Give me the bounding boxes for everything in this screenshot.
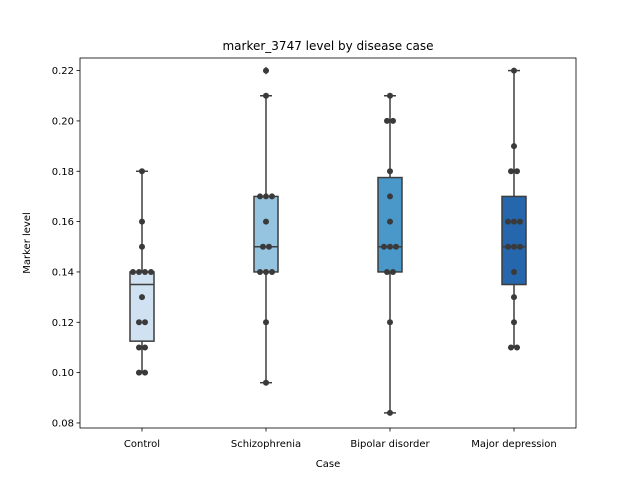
- data-point: [387, 168, 393, 175]
- data-point: [511, 294, 517, 301]
- data-point: [136, 319, 142, 326]
- data-point: [263, 193, 269, 200]
- y-tick-label: 0.12: [52, 318, 74, 329]
- data-point: [139, 294, 145, 301]
- data-point: [384, 268, 390, 275]
- data-point: [136, 369, 142, 376]
- data-point: [139, 218, 145, 225]
- data-point: [263, 92, 269, 99]
- box-1: [129, 271, 155, 342]
- data-point: [136, 344, 142, 351]
- data-point: [514, 344, 520, 351]
- data-point: [130, 268, 136, 275]
- x-tick-label: Control: [124, 439, 160, 450]
- data-point: [511, 67, 517, 74]
- chart-title: marker_3747 level by disease case: [222, 39, 433, 53]
- data-point: [511, 243, 517, 250]
- y-tick-label: 0.10: [52, 368, 74, 379]
- data-point: [142, 369, 148, 376]
- y-tick-label: 0.16: [52, 217, 74, 228]
- data-point: [260, 243, 266, 250]
- data-point: [142, 344, 148, 351]
- data-point: [139, 168, 145, 175]
- data-point: [263, 319, 269, 326]
- data-point: [263, 268, 269, 275]
- data-point: [263, 218, 269, 225]
- y-tick-label: 0.14: [52, 267, 74, 278]
- data-point: [257, 193, 263, 200]
- data-point: [393, 243, 399, 250]
- data-point: [517, 243, 523, 250]
- data-point: [387, 243, 393, 250]
- plot-area: 0.08 0.10 0.12 0.14 0.16 0.18 0.20 0.22 Control S…: [52, 57, 577, 450]
- data-point: [387, 409, 393, 416]
- box-2: [253, 195, 279, 273]
- data-point: [390, 268, 396, 275]
- data-point: [381, 243, 387, 250]
- data-point: [508, 168, 514, 175]
- data-point: [136, 268, 142, 275]
- y-tick-label: 0.22: [52, 66, 74, 77]
- x-tick-label: Schizophrenia: [231, 439, 301, 450]
- data-point: [384, 117, 390, 124]
- data-point: [263, 379, 269, 386]
- x-axis-label: Case: [316, 459, 340, 470]
- data-point: [139, 243, 145, 250]
- data-point: [511, 319, 517, 326]
- box-3: [377, 176, 403, 273]
- plot-frame: [79, 57, 577, 429]
- x-tick-label: Major depression: [471, 439, 557, 450]
- data-point: [142, 268, 148, 275]
- data-point: [505, 218, 511, 225]
- y-tick-label: 0.18: [52, 167, 74, 178]
- data-point: [511, 143, 517, 150]
- data-point: [511, 218, 517, 225]
- data-point: [269, 268, 275, 275]
- y-axis-label: Marker level: [22, 212, 33, 274]
- data-point: [508, 344, 514, 351]
- data-point: [387, 92, 393, 99]
- data-point: [269, 193, 275, 200]
- data-point: [387, 193, 393, 200]
- data-point: [257, 268, 263, 275]
- data-point: [514, 168, 520, 175]
- y-tick-label: 0.08: [52, 418, 74, 429]
- data-point: [387, 218, 393, 225]
- data-point: [148, 268, 154, 275]
- data-point: [266, 243, 272, 250]
- data-point: [505, 243, 511, 250]
- data-point: [263, 67, 269, 74]
- data-point: [387, 319, 393, 326]
- x-tick-label: Bipolar disorder: [350, 439, 430, 450]
- y-tick-label: 0.20: [52, 116, 74, 127]
- data-point: [511, 268, 517, 275]
- data-point: [517, 218, 523, 225]
- data-point: [390, 117, 396, 124]
- data-point: [142, 319, 148, 326]
